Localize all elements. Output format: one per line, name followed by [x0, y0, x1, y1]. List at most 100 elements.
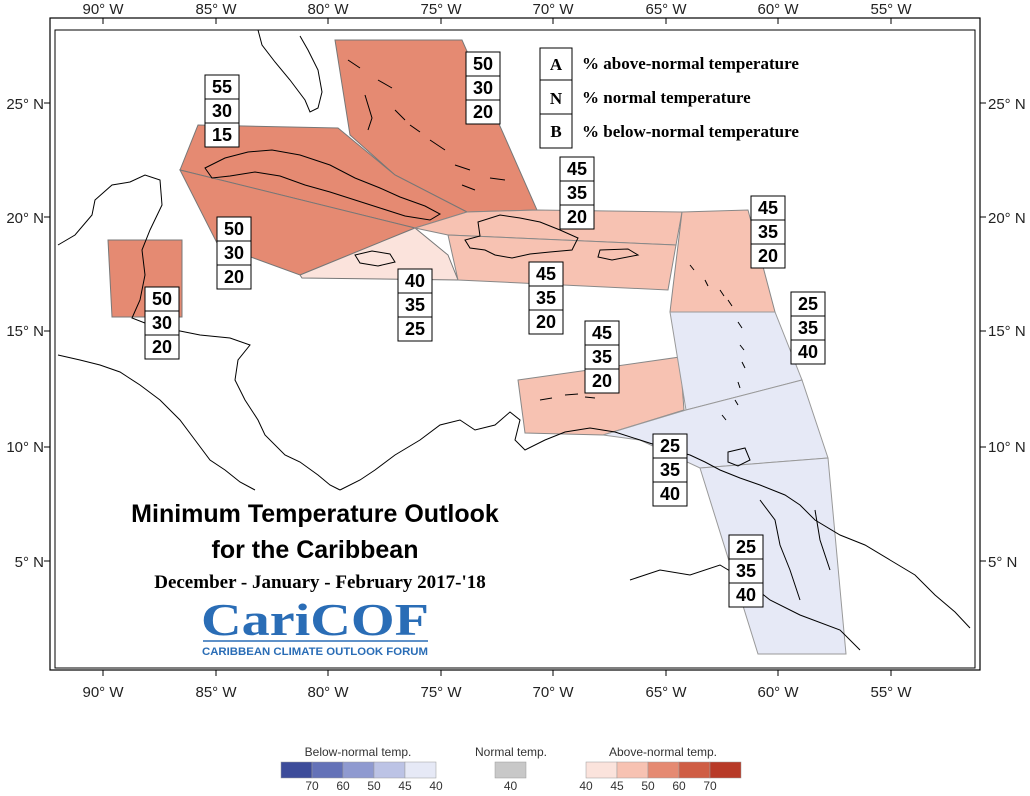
below-swatch	[311, 761, 344, 779]
above-swatch-value: 50	[641, 779, 655, 791]
probability-cell	[559, 204, 595, 230]
coastline-florida	[257, 29, 323, 113]
map-title-line2: for the Caribbean	[212, 536, 419, 564]
probability-cell	[204, 74, 240, 100]
probability-below: 20	[473, 102, 493, 122]
above-swatch	[585, 761, 618, 779]
probability-cell	[465, 99, 501, 125]
normal-swatch-value: 40	[504, 779, 518, 791]
probability-box-abc-islands: 45 35 20	[584, 320, 620, 394]
colorbar-above-label: Above-normal temp.	[609, 745, 717, 759]
x-tick-label: 80° W	[307, 684, 349, 701]
probability-normal: 35	[536, 288, 556, 308]
probability-normal: 35	[798, 318, 818, 338]
below-swatch	[373, 761, 406, 779]
x-tick-label: 60° W	[757, 684, 799, 701]
above-swatch	[616, 761, 649, 779]
probability-box-guianas: 25 35 40	[728, 534, 764, 608]
probability-below: 25	[405, 319, 425, 339]
probability-cell	[584, 320, 620, 346]
y-tick-label: 5° N	[988, 554, 1017, 571]
region-jamaica	[299, 227, 459, 281]
coastline-cuba	[204, 149, 442, 221]
below-swatch-value: 40	[429, 779, 443, 791]
probability-normal: 30	[152, 313, 172, 333]
probability-below: 40	[736, 585, 756, 605]
coastline-trinidad	[727, 447, 751, 467]
probability-cell	[465, 51, 501, 77]
y-tick-label: 15° N	[988, 323, 1026, 340]
caricof-logo: CariCOF CARIBBEAN CLIMATE OUTLOOK FORUM	[201, 594, 429, 658]
probability-box-trinidad: 25 35 40	[652, 433, 688, 507]
probability-cell	[750, 243, 786, 269]
coastline-abc-islands	[539, 393, 596, 401]
x-tick-label: 70° W	[532, 1, 574, 18]
below-swatch	[342, 761, 375, 779]
probability-above: 25	[660, 436, 680, 456]
coastline-south-america	[339, 411, 971, 629]
probability-cell	[216, 240, 252, 266]
above-swatch-value: 40	[579, 779, 593, 791]
below-swatch	[280, 761, 313, 779]
probability-below: 15	[212, 125, 232, 145]
probability-cell	[465, 75, 501, 101]
probability-cell	[559, 180, 595, 206]
x-tick-label: 70° W	[532, 684, 574, 701]
probability-normal: 30	[224, 243, 244, 263]
probability-cell	[750, 219, 786, 245]
above-swatch	[709, 761, 742, 779]
probability-cell	[216, 216, 252, 242]
normal-swatch	[494, 761, 527, 779]
probability-below: 40	[660, 484, 680, 504]
probability-box-cuba: 55 30 15	[204, 74, 240, 148]
probability-cell	[528, 285, 564, 311]
probability-above: 50	[224, 219, 244, 239]
probability-cell	[397, 292, 433, 318]
probability-cell	[750, 195, 786, 221]
probability-box-hispaniola-north: 45 35 20	[559, 156, 595, 230]
below-swatch-value: 70	[305, 779, 319, 791]
probability-above: 45	[592, 323, 612, 343]
probability-normal: 35	[567, 183, 587, 203]
y-tick-label: 25° N	[6, 96, 44, 113]
y-tick-label: 20° N	[988, 210, 1026, 227]
probability-cell	[144, 310, 180, 336]
coastline-lesser-antilles	[689, 264, 746, 421]
coastline-pacific-central-america	[57, 354, 256, 491]
probability-cell	[144, 334, 180, 360]
probability-box-bahamas: 50 30 20	[465, 51, 501, 125]
probability-cell	[397, 268, 433, 294]
key-box-n	[539, 79, 573, 115]
below-swatch-value: 60	[336, 779, 350, 791]
key-letter-a: A	[550, 55, 563, 74]
y-axis-right: 25° N 20° N 15° N 10° N 5° N	[988, 96, 1026, 571]
probability-key: A N B % above-normal temperature % norma…	[539, 47, 799, 149]
probability-below: 20	[567, 207, 587, 227]
x-tick-label: 65° W	[645, 684, 687, 701]
probability-normal: 30	[473, 78, 493, 98]
key-text-b: % below-normal temperature	[582, 122, 799, 141]
key-box-b	[539, 113, 573, 149]
key-text-a: % above-normal temperature	[582, 54, 799, 73]
x-tick-label: 60° W	[757, 1, 799, 18]
above-swatch	[678, 761, 711, 779]
probability-above: 25	[798, 294, 818, 314]
logo-wordmark: CariCOF	[201, 594, 429, 645]
probability-below: 20	[592, 371, 612, 391]
key-box-a	[539, 47, 573, 81]
colorbar-normal-label: Normal temp.	[475, 745, 547, 759]
probability-cell	[584, 368, 620, 394]
probability-above: 45	[567, 159, 587, 179]
coastline-guianas-rivers	[759, 499, 831, 601]
below-swatch	[404, 761, 437, 779]
probability-cell	[790, 315, 826, 341]
x-tick-label: 55° W	[870, 684, 912, 701]
x-tick-label: 90° W	[82, 684, 124, 701]
above-swatch	[647, 761, 680, 779]
probability-cell	[652, 457, 688, 483]
coastline-jamaica	[354, 250, 396, 267]
probability-box-windward-islands: 25 35 40	[790, 291, 826, 365]
x-tick-label: 55° W	[870, 1, 912, 18]
probability-cell	[559, 156, 595, 182]
